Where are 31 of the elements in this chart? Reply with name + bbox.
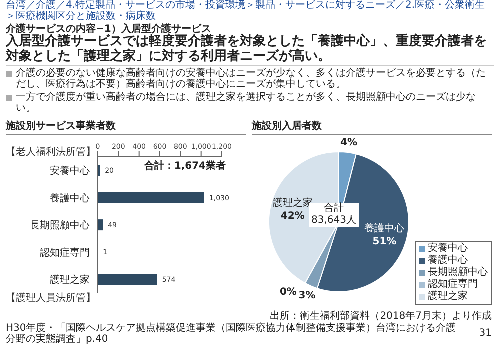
legend-label: 養護中心 — [428, 255, 468, 266]
legend-label: 護理之家 — [428, 291, 468, 303]
slice-label: 養護中心 — [364, 222, 405, 234]
text: 合計 83,643人 — [312, 203, 356, 226]
text: 【護理人員法所管】 — [6, 292, 96, 305]
legend-label: 認知症専門 — [428, 279, 478, 290]
text: 31 — [479, 328, 492, 339]
text: 一方で介護度が重い高齢者の場合には、護理之家を選択することが多く、長期照顧中心のニーズは少ない。 — [16, 92, 477, 114]
bar — [98, 192, 204, 204]
text: 【老人福利法所管】 — [6, 146, 96, 159]
data-label: 4% — [340, 138, 358, 149]
legend-label: 安養中心 — [428, 243, 468, 254]
data-label: 3% — [298, 290, 316, 302]
y-tick-label: 養護中心 — [50, 192, 90, 204]
chart-title: 施設別入居者数 — [252, 119, 492, 135]
legend-label: 長期照顧中心 — [428, 267, 488, 278]
chart-title: 施設別サービス事業者数 — [6, 119, 246, 135]
text: H30年度・「国際ヘルスケア拠点構築促進事業（国際医療協力体制整備支援事業）台湾における介護分野の実態調査」p.40 — [6, 323, 458, 345]
data-label: 42% — [280, 211, 305, 222]
text: 出所：衛生福利部資料（2018年7月末）より作成 — [270, 310, 492, 322]
text: 0% — [280, 287, 297, 298]
text: 介護サービスの内容−1）入居型介護サービス — [6, 22, 212, 35]
y-tick-label: 安養中心 — [50, 165, 90, 178]
bar — [98, 274, 158, 285]
annotation: 合計：1,674業者 — [144, 160, 226, 173]
y-tick-label: 長期照顧中心 — [30, 220, 90, 232]
data-label: 51% — [372, 236, 397, 248]
y-tick-label: 護理之家 — [50, 274, 90, 286]
text: 介護の必要のない健康な高齢者向けの安養中心はニーズが少なく、多くは介護サービスを必要とする（ただし、医療行為は不要）高齢者向けの養護中心にニーズが集中している。 — [16, 68, 487, 90]
text: 入居型介護サービスでは軽度要介護者を対象とした「養護中心」、重度要介護者を対象とした「護理之家」に対する利用者ニーズが高い。 — [6, 34, 494, 66]
y-tick-label: 認知症専門 — [40, 246, 90, 259]
